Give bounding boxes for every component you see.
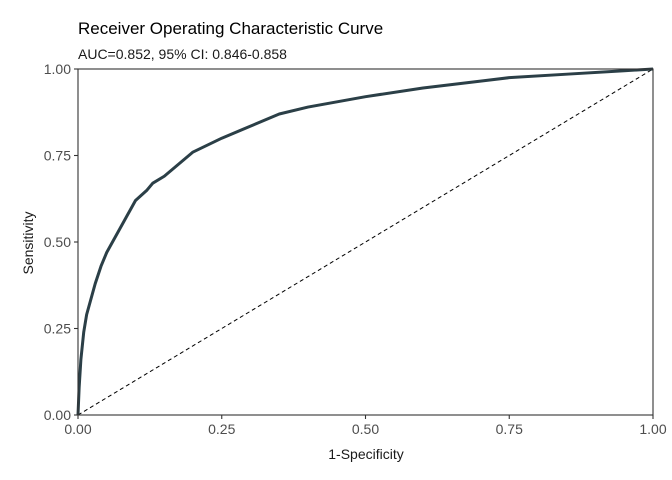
x-tick-label: 0.25 xyxy=(208,421,235,437)
x-tick-label: 1.00 xyxy=(639,421,666,437)
x-tick-label: 0.50 xyxy=(352,421,379,437)
y-tick-label: 0.75 xyxy=(44,148,71,164)
y-axis-title: Sensitivity xyxy=(20,211,36,274)
chart-subtitle: AUC=0.852, 95% CI: 0.846-0.858 xyxy=(78,46,287,62)
x-axis-title: 1-Specificity xyxy=(328,446,403,462)
y-tick-label: 1.00 xyxy=(44,61,71,77)
chart-title: Receiver Operating Characteristic Curve xyxy=(78,19,383,38)
plot-area xyxy=(76,67,654,416)
x-tick-label: 0.00 xyxy=(64,421,91,437)
reference-diagonal-line xyxy=(77,68,654,416)
x-tick-label: 0.75 xyxy=(496,421,523,437)
y-tick-label: 0.50 xyxy=(44,234,71,250)
roc-curve-line xyxy=(76,67,654,416)
axis-ticks: 0.00 0.25 0.50 0.75 1.00 0.00 0.25 0.50 0.75 1.00 xyxy=(44,61,667,437)
y-tick-label: 0.25 xyxy=(44,321,71,337)
y-tick-label: 0.00 xyxy=(44,407,71,423)
